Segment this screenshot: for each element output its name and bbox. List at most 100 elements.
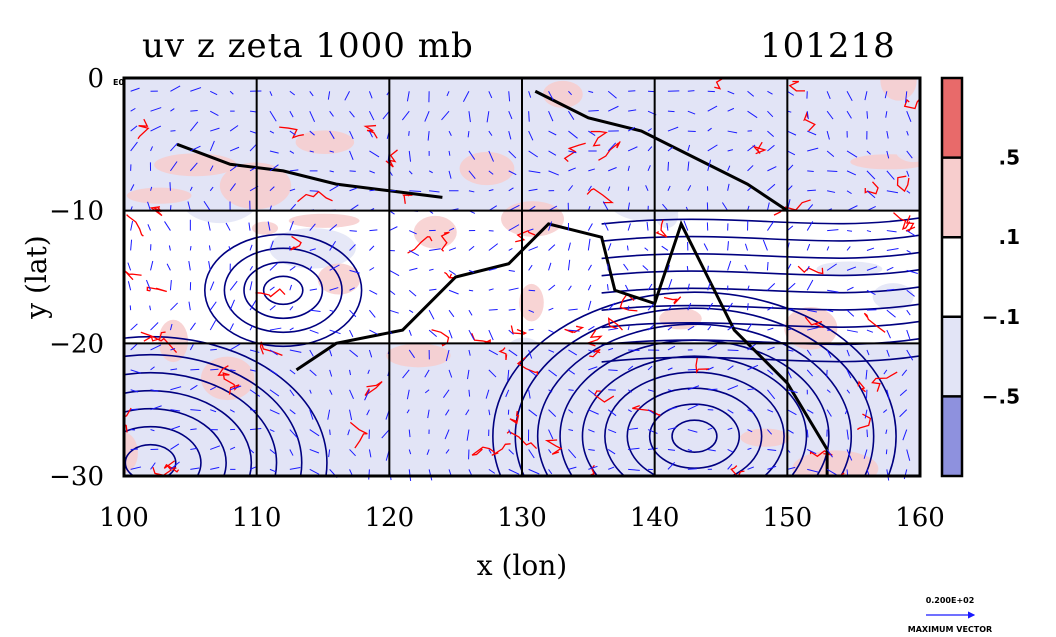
wind-vector <box>248 222 251 231</box>
wind-vector <box>645 185 649 191</box>
wind-vector <box>568 449 577 459</box>
wind-vector <box>806 349 812 356</box>
wind-vector <box>528 150 538 158</box>
wind-vector <box>229 446 236 450</box>
vorticity-contour <box>431 329 450 347</box>
wind-vector <box>528 409 538 417</box>
wind-vector <box>886 150 890 159</box>
wind-vector <box>548 130 557 136</box>
coastline <box>176 142 443 199</box>
wind-vector <box>349 230 357 232</box>
wind-vector <box>309 409 314 420</box>
wind-vector <box>548 262 552 271</box>
wind-vector <box>667 185 671 191</box>
wind-vector <box>170 108 175 112</box>
field-patch <box>158 319 189 363</box>
wind-vector <box>130 87 140 92</box>
wind-vector <box>528 349 533 359</box>
wind-vector <box>187 201 191 211</box>
colorbar-segment <box>942 157 962 238</box>
wind-vector <box>767 465 777 470</box>
wind-vector <box>548 369 558 377</box>
wind-vector <box>683 220 689 231</box>
wind-vector <box>190 409 201 411</box>
chart-date: 101218 <box>760 26 896 66</box>
wind-vector <box>627 202 630 211</box>
wind-vector <box>329 241 337 251</box>
wind-vector <box>607 302 616 311</box>
wind-vector <box>150 429 155 432</box>
wind-vector <box>249 281 253 291</box>
wind-vector <box>866 329 874 333</box>
wind-vector <box>883 369 888 375</box>
wind-vector <box>508 287 519 291</box>
wind-vector <box>548 170 559 176</box>
height-contour <box>124 389 253 476</box>
wind-vector <box>588 90 594 93</box>
wind-vector <box>548 409 557 417</box>
vorticity-contour <box>598 141 621 161</box>
wind-vector <box>787 150 796 156</box>
wind-vector <box>369 289 378 295</box>
wind-vector <box>588 168 595 172</box>
wind-vector <box>488 409 491 416</box>
wind-vector <box>349 349 359 358</box>
height-contour <box>124 407 227 476</box>
coastline <box>295 220 829 476</box>
wind-vector <box>209 110 219 116</box>
wind-vector <box>289 169 299 172</box>
wind-vector <box>508 91 511 102</box>
y-tick-label: −10 <box>49 197 104 227</box>
wind-vector <box>587 300 592 311</box>
wind-vector <box>508 449 515 455</box>
wind-vector <box>448 289 459 295</box>
wind-vector <box>568 369 576 375</box>
wind-vector <box>408 429 411 438</box>
vorticity-contour <box>773 199 811 216</box>
wind-vector <box>289 130 296 136</box>
vorticity-contour <box>126 214 144 237</box>
wind-vector <box>269 186 275 192</box>
wind-vector <box>329 224 338 231</box>
y-tick-label: −30 <box>49 462 104 492</box>
wind-vector <box>686 266 689 271</box>
wind-vector <box>866 111 869 119</box>
wind-vector <box>508 150 517 159</box>
field-patch <box>413 215 457 249</box>
wind-vector <box>588 366 598 371</box>
wind-vector <box>707 282 711 291</box>
vorticity-contour <box>864 181 879 195</box>
wind-vector <box>428 309 435 320</box>
wind-vector <box>826 246 830 251</box>
wind-vector <box>568 409 574 414</box>
wind-vector <box>150 125 162 132</box>
colorbar-label: −.5 <box>982 384 1020 408</box>
wind-vector <box>747 343 757 351</box>
wind-vector <box>846 230 853 232</box>
wind-vector <box>508 329 514 335</box>
wind-vector <box>707 366 714 371</box>
wind-vector <box>130 323 138 331</box>
wind-vector <box>826 409 832 417</box>
wind-vector <box>289 349 302 353</box>
wind-vector <box>548 469 553 475</box>
wind-vector <box>528 246 539 251</box>
wind-vector <box>548 91 554 101</box>
wind-vector <box>309 389 312 394</box>
wind-vector <box>203 200 211 211</box>
wind-vector <box>806 279 814 291</box>
wind-vector <box>747 364 759 371</box>
wind-vector <box>309 90 314 97</box>
wind-vector <box>309 468 320 475</box>
vector-magnitude: 0.200E+02 <box>926 596 975 605</box>
wind-vector <box>608 369 618 372</box>
wind-vector <box>568 185 574 192</box>
wind-vector <box>667 161 670 171</box>
wind-vector <box>767 110 774 118</box>
wind-vector <box>727 165 731 172</box>
wind-vector <box>409 230 417 235</box>
wind-vector <box>368 130 373 138</box>
wind-vector <box>448 170 452 179</box>
wind-vector <box>349 389 354 400</box>
wind-vector <box>588 130 596 136</box>
